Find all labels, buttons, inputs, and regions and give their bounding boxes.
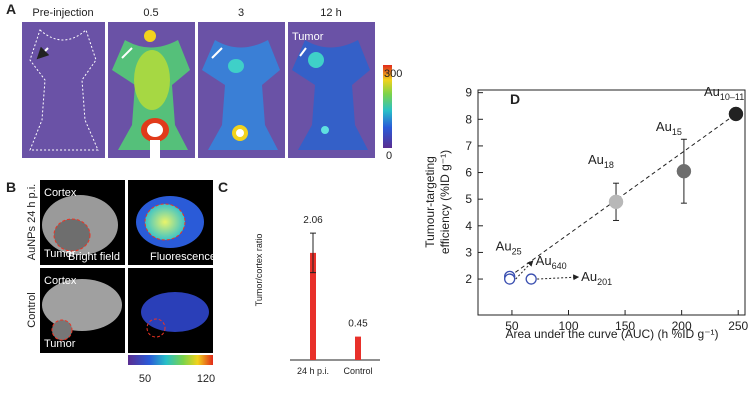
column-label: Bright field [68, 251, 120, 263]
plot-frame [477, 89, 746, 316]
x-tick-label: 24 h p.i. [297, 366, 329, 376]
panel-label: B [6, 179, 16, 195]
y-axis-title: Tumour-targeting [423, 156, 437, 248]
x-axis-title: Area under the curve (AUC) (h %ID g⁻¹) [505, 327, 718, 341]
point-label-text: Au [581, 269, 597, 284]
y-axis-title: Tumor/cortex ratio [254, 234, 264, 307]
point [676, 163, 692, 179]
point-label: Au18 [588, 152, 614, 170]
point-label-text: Au [588, 152, 604, 167]
point-label-sub: 18 [604, 160, 614, 170]
time-label: 12 h [320, 7, 341, 19]
x-tick-label: 100 [558, 319, 578, 333]
point-label-text: Au [656, 119, 672, 134]
row-label: AuNPs 24 h p.i. [26, 184, 38, 260]
colorbar-label: 300 [384, 68, 402, 80]
y-tick-label: 7 [465, 139, 472, 153]
panel-label: D [510, 91, 520, 107]
y-axis-title: efficiency (%ID g⁻¹) [438, 150, 452, 254]
label-arrow [537, 274, 580, 281]
column-label: Fluorescence [150, 251, 216, 263]
time-label: 3 [238, 7, 244, 19]
region-label: Cortex [44, 187, 77, 199]
annotation: Tumor [292, 31, 324, 43]
panel-label: A [6, 1, 16, 17]
x-tick-label: Control [343, 366, 372, 376]
point-label-sub: 10–11 [720, 92, 744, 102]
y-tick-label: 4 [465, 219, 472, 233]
bar [310, 252, 316, 360]
y-tick-label: 9 [465, 86, 472, 100]
time-label: Pre-injection [32, 7, 93, 19]
point-label-text: Au [496, 238, 512, 253]
region-label: Tumor [44, 248, 76, 260]
point [608, 194, 624, 210]
data-label: 0.45 [348, 319, 368, 330]
y-tick-label: 2 [465, 272, 472, 286]
point [504, 273, 516, 285]
y-tick-label: 5 [465, 192, 472, 206]
region-label: Tumor [44, 338, 76, 350]
point-label: Au640 [536, 253, 567, 271]
point-label: Au25 [496, 238, 522, 256]
point-label-sub: 15 [672, 127, 682, 137]
panel-a-images [22, 22, 392, 158]
point-label-sub: 640 [552, 261, 567, 271]
point-label: Au15 [656, 119, 682, 137]
point-label-sub: 201 [597, 277, 612, 287]
colorbar-label: 50 [139, 373, 151, 385]
x-tick-label: 50 [505, 319, 519, 333]
point-label: Au10–11 [704, 84, 744, 102]
point-label-sub: 25 [512, 246, 522, 256]
colorbar-label: 120 [197, 373, 215, 385]
trend-line [509, 113, 737, 277]
row-label: Control [26, 292, 38, 327]
point-label-text: Au [704, 84, 720, 99]
y-tick-label: 3 [465, 245, 472, 259]
y-tick-label: 6 [465, 166, 472, 180]
region-label: Cortex [44, 275, 77, 287]
x-tick-label: 150 [615, 319, 635, 333]
point-label: Au201 [581, 269, 612, 287]
data-label: 2.06 [303, 215, 323, 226]
x-tick-label: 200 [672, 319, 692, 333]
panel-label: C [218, 179, 228, 195]
point-label-text: Au [536, 253, 552, 268]
panel-b-images [40, 180, 213, 365]
time-label: 0.5 [143, 7, 158, 19]
y-tick-label: 8 [465, 112, 472, 126]
point [525, 273, 537, 285]
point [728, 106, 744, 122]
x-tick-label: 250 [728, 319, 748, 333]
label-arrow [515, 260, 534, 280]
bar [355, 336, 361, 360]
colorbar-label: 0 [386, 150, 392, 162]
